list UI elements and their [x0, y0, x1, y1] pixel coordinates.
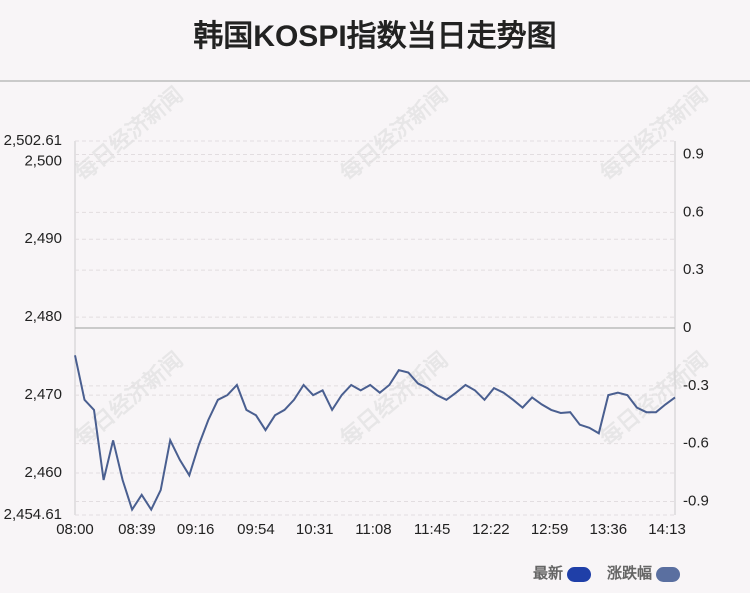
x-tick-label: 08:00 — [56, 521, 94, 538]
x-tick-label: 12:59 — [531, 521, 569, 538]
y2-tick-label: 0.9 — [683, 145, 704, 162]
legend-swatch — [567, 567, 592, 582]
y2-tick-label: -0.3 — [683, 377, 709, 394]
x-tick-label: 08:39 — [118, 521, 156, 538]
legend-label: 涨跌幅 — [607, 564, 652, 582]
price-line — [74, 355, 676, 512]
watermark: 每日经济新闻 — [335, 82, 453, 187]
y-tick-label: 2,502.61 — [4, 132, 62, 149]
x-tick-label: 09:16 — [177, 521, 215, 538]
y2-tick-label: -0.9 — [683, 492, 709, 509]
y-tick-label: 2,480 — [24, 308, 62, 325]
y2-tick-label: -0.6 — [683, 435, 709, 452]
watermark: 每日经济新闻 — [70, 347, 188, 452]
legend-label: 最新 — [533, 564, 563, 582]
x-tick-label: 14:13 — [648, 521, 686, 538]
y-tick-label: 2,490 — [24, 230, 62, 247]
y2-tick-label: 0 — [683, 319, 691, 336]
watermark: 每日经济新闻 — [595, 82, 713, 187]
y-tick-label: 2,470 — [24, 386, 62, 403]
y2-tick-label: 0.6 — [683, 203, 704, 220]
x-tick-label: 10:31 — [296, 521, 334, 538]
y-tick-label: 2,460 — [24, 464, 62, 481]
y2-tick-label: 0.3 — [683, 261, 704, 278]
x-tick-label: 13:36 — [590, 521, 628, 538]
watermark: 每日经济新闻 — [70, 82, 188, 187]
x-tick-label: 11:45 — [414, 521, 450, 538]
legend-swatch — [656, 567, 681, 582]
chart-title: 韩国KOSPI指数当日走势图 — [193, 20, 556, 53]
watermark: 每日经济新闻 — [335, 347, 453, 452]
x-tick-label: 09:54 — [237, 521, 275, 538]
y-tick-label: 2,454.61 — [4, 506, 62, 523]
x-tick-label: 11:08 — [355, 521, 391, 538]
y-tick-label: 2,500 — [24, 152, 62, 169]
x-tick-label: 12:22 — [472, 521, 510, 538]
